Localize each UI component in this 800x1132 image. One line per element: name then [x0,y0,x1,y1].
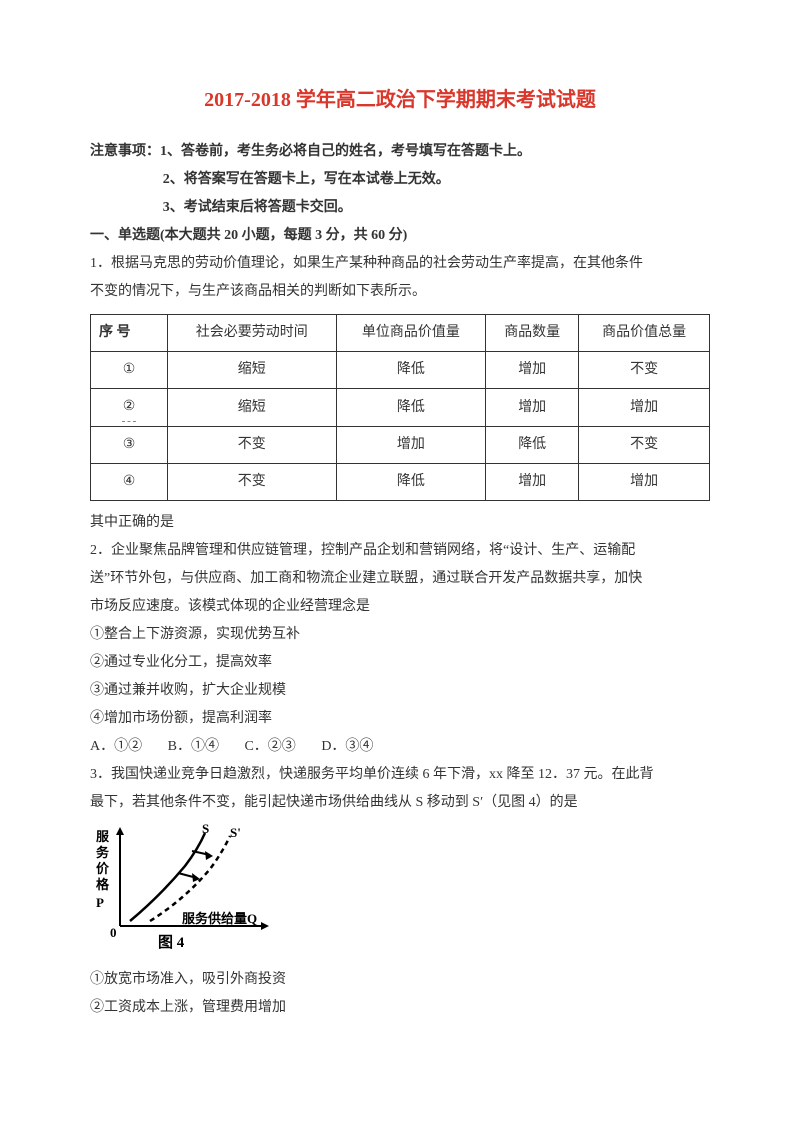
cell: 增加 [579,389,710,427]
cell: 增加 [579,464,710,501]
ylabel-4: 格 [96,877,110,892]
cell: 不变 [579,427,710,464]
cell: ④ [91,464,168,501]
q3-opt2: ②工资成本上涨，管理费用增加 [90,994,710,1022]
q1-table: 序 号 社会必要劳动时间 单位商品价值量 商品数量 商品价值总量 ① 缩短 降低… [90,314,710,501]
section-1-header: 一、单选题(本大题共 20 小题，每题 3 分，共 60 分) [90,222,710,250]
q2-line1: 2．企业聚焦品牌管理和供应链管理，控制产品企划和营销网络，将“设计、生产、运输配 [90,537,710,565]
ylabel-1: 服 [96,829,110,844]
curve-label-sp: S' [230,825,241,840]
q3-line2: 最下，若其他条件不变，能引起快递市场供给曲线从 S 移动到 S′（见图 4）的是 [90,789,710,817]
th-seq: 序 号 [91,315,168,352]
ylabel-3: 价 [96,861,110,876]
ylabel-2: 务 [96,845,110,860]
table-row: ④ 不变 降低 增加 增加 [91,464,710,501]
q2-opt4: ④增加市场份额，提高利润率 [90,705,710,733]
notice-line-1: 注意事项：1、答卷前，考生务必将自己的姓名，考号填写在答题卡上。 [90,138,710,166]
xlabel: 服务供给量Q [182,911,257,926]
q2-opt2: ②通过专业化分工，提高效率 [90,649,710,677]
th-col2: 单位商品价值量 [336,315,486,352]
choice-d: D．③④ [321,739,373,754]
th-col3: 商品数量 [486,315,579,352]
cell: 降低 [486,427,579,464]
table-row: ① 缩短 降低 增加 不变 [91,352,710,389]
cell: 增加 [336,427,486,464]
figure-caption: 图 4 [158,934,185,951]
notice-item-3: 3、考试结束后将答题卡交回。 [90,194,710,222]
th-col4: 商品价值总量 [579,315,710,352]
notice-item-2: 2、将答案写在答题卡上，写在本试卷上无效。 [90,166,710,194]
q1-stem-line2: 不变的情况下，与生产该商品相关的判断如下表所示。 [90,278,710,306]
q2-line2: 送”环节外包，与供应商、加工商和物流企业建立联盟，通过联合开发产品数据共享，加快 [90,565,710,593]
cell: 降低 [336,464,486,501]
cell: ① [91,352,168,389]
notice-prefix: 注意事项： [90,144,160,159]
cell: 增加 [486,389,579,427]
q1-stem-line1: 1．根据马克思的劳动价值理论，如果生产某种种商品的社会劳动生产率提高，在其他条件 [90,250,710,278]
table-row: ③ 不变 增加 降低 不变 [91,427,710,464]
q2-line3: 市场反应速度。该模式体现的企业经营理念是 [90,593,710,621]
notice-item-1: 1、答卷前，考生务必将自己的姓名，考号填写在答题卡上。 [160,144,531,159]
q3-line1: 3．我国快递业竞争日趋激烈，快递服务平均单价连续 6 年下滑，xx 降至 12．… [90,761,710,789]
table-header-row: 序 号 社会必要劳动时间 单位商品价值量 商品数量 商品价值总量 [91,315,710,352]
cell: 降低 [336,389,486,427]
curve-label-s: S [202,821,209,836]
page-title: 2017-2018 学年高二政治下学期期末考试试题 [90,80,710,120]
cell: 增加 [486,352,579,389]
q1-tail: 其中正确的是 [90,509,710,537]
q2-choices: A．①② B．①④ C．②③ D．③④ [90,733,710,761]
cell: 不变 [579,352,710,389]
cell: 不变 [168,464,337,501]
cell: 缩短 [168,389,337,427]
origin-label: 0 [110,925,117,940]
cell: 降低 [336,352,486,389]
q3-opt1: ①放宽市场准入，吸引外商投资 [90,966,710,994]
q2-opt1: ①整合上下游资源，实现优势互补 [90,621,710,649]
cell: ③ [91,427,168,464]
choice-b: B．①④ [168,739,219,754]
q2-opt3: ③通过兼并收购，扩大企业规模 [90,677,710,705]
cell: 不变 [168,427,337,464]
choice-c: C．②③ [244,739,295,754]
cell: 增加 [486,464,579,501]
figure-4: S S' 服 务 价 格 P 0 服务供给量Q 图 4 [90,821,290,951]
ylabel-5: P [96,895,104,910]
table-row: ② 缩短 降低 增加 增加 [91,389,710,427]
cell: 缩短 [168,352,337,389]
choice-a: A．①② [90,739,142,754]
th-col1: 社会必要劳动时间 [168,315,337,352]
cell: ② [91,389,168,427]
